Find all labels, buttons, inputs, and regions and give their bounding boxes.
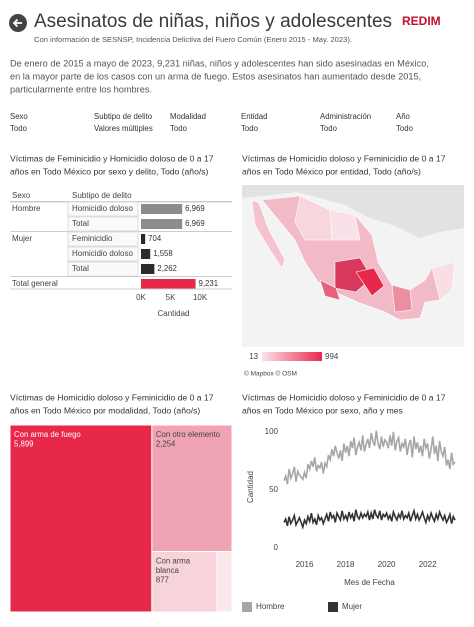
x-tick-label: 0K — [136, 293, 146, 302]
filter[interactable]: Subtipo de delito Valores múltiples — [94, 112, 153, 133]
chart-title: años en Todo México por modalidad, Todo … — [10, 405, 200, 415]
filter-value: Todo — [10, 124, 28, 133]
value-label: 6,969 — [185, 219, 205, 228]
row-group: Mujer — [12, 234, 32, 243]
intro-line: particularmente entre los hombres. — [10, 84, 152, 94]
attribution: © Mapbox © OSM — [244, 370, 297, 378]
cell — [67, 201, 139, 217]
x-tick-label: 10K — [193, 293, 208, 302]
axis-title: Cantidad — [246, 471, 255, 503]
bar — [141, 219, 183, 229]
legend-min: 13 — [249, 352, 258, 361]
value-label: 9,231 — [199, 279, 219, 288]
axis-title: Cantidad — [157, 309, 189, 318]
value-label: 2,262 — [157, 264, 177, 273]
filter-value: Todo — [320, 124, 338, 133]
cell-value: 2,254 — [156, 440, 176, 449]
x-tick-label: 5K — [166, 293, 176, 302]
filter-label: Subtipo de delito — [94, 112, 153, 121]
filter-label: Año — [396, 112, 411, 121]
y-tick-label: 0 — [274, 543, 279, 552]
treemap-cell — [216, 551, 233, 613]
map-layout — [242, 185, 464, 347]
treemap-cell — [9, 424, 153, 613]
x-tick-label: 2016 — [296, 560, 314, 569]
page-title: Asesinatos de niñas, niños y adolescente… — [34, 11, 392, 32]
chart-title: años en Todo México por entidad, Todo (a… — [242, 166, 421, 176]
cell — [67, 231, 139, 247]
row-category: Homicidio doloso — [72, 249, 133, 258]
chart-title: años en Todo México por sexo y delito, T… — [10, 166, 209, 176]
filter[interactable]: Administración Todo — [320, 112, 371, 133]
chart-title: Víctimas de Homicidio doloso y Feminicid… — [242, 153, 446, 163]
x-tick-label: 2022 — [419, 560, 437, 569]
column-header: Subtipo de delito — [72, 191, 132, 200]
row-category: Homicidio doloso — [72, 204, 133, 213]
filter-value: Todo — [396, 124, 414, 133]
x-tick-label: 2018 — [337, 560, 355, 569]
row-category: Total — [72, 264, 89, 273]
bar — [141, 264, 155, 274]
y-tick-label: 100 — [265, 427, 279, 436]
legend-swatch — [242, 602, 252, 612]
treemap-cell — [151, 424, 233, 552]
filter-value: Todo — [241, 124, 259, 133]
axis-title: Mes de Fecha — [344, 578, 395, 587]
column-header: Sexo — [12, 191, 31, 200]
cell-value: 5,899 — [14, 440, 34, 449]
legend-label: Hombre — [256, 602, 285, 611]
color-legend — [262, 352, 322, 361]
chart-title: años en Todo México por sexo, año y mes — [242, 405, 403, 415]
series-line — [283, 507, 456, 530]
row-group: Total general — [12, 279, 58, 288]
filter-value: Valores múltiples — [94, 124, 153, 133]
filter[interactable]: Modalidad Todo — [170, 112, 206, 133]
filter[interactable]: Sexo Todo — [10, 112, 28, 133]
cell-label: Con arma blanca — [156, 557, 192, 576]
intro-line: De enero de 2015 a mayo de 2023, 9,231 n… — [10, 58, 429, 68]
legend-label: Mujer — [342, 602, 362, 611]
legend-max: 994 — [325, 352, 339, 361]
y-tick-label: 50 — [269, 485, 278, 494]
cell — [67, 246, 139, 262]
cell-label: Con otro elemento — [156, 430, 221, 439]
back-button[interactable] — [9, 14, 27, 32]
series-line — [283, 430, 456, 485]
bar — [141, 249, 151, 259]
filter[interactable]: Entidad Todo — [241, 112, 267, 133]
filter-label: Sexo — [10, 112, 28, 121]
value-label: 1,558 — [153, 249, 173, 258]
filter-value: Todo — [170, 124, 188, 133]
filter-label: Administración — [320, 112, 371, 121]
value-label: 6,969 — [185, 204, 205, 213]
chart-title: Víctimas de Homicidio doloso y Feminicid… — [242, 392, 446, 402]
chart-title: Víctimas de Feminicidio y Homicidio dolo… — [10, 153, 214, 163]
chart-title: Víctimas de Homicidio doloso y Feminicid… — [10, 392, 214, 402]
logo: REDIM — [402, 14, 441, 28]
row-category: Feminicidio — [72, 234, 113, 243]
value-label: 704 — [148, 234, 162, 243]
cell-value: 877 — [156, 576, 169, 585]
filter-label: Entidad — [241, 112, 267, 121]
intro-line: en la mayor parte de los casos con un ar… — [10, 71, 421, 81]
filter[interactable]: Año Todo — [396, 112, 414, 133]
legend-swatch — [328, 602, 338, 612]
bar — [141, 279, 196, 289]
x-tick-label: 2020 — [378, 560, 396, 569]
treemap-cell — [151, 551, 218, 613]
filter-label: Modalidad — [170, 112, 206, 121]
row-category: Total — [72, 219, 89, 228]
bar — [141, 234, 146, 244]
page-subtitle: Con información de SESNSP, Incidencia De… — [34, 35, 352, 44]
cell-label: Con arma de fuego — [14, 430, 81, 439]
bar — [141, 204, 183, 214]
row-group: Hombre — [12, 204, 41, 213]
